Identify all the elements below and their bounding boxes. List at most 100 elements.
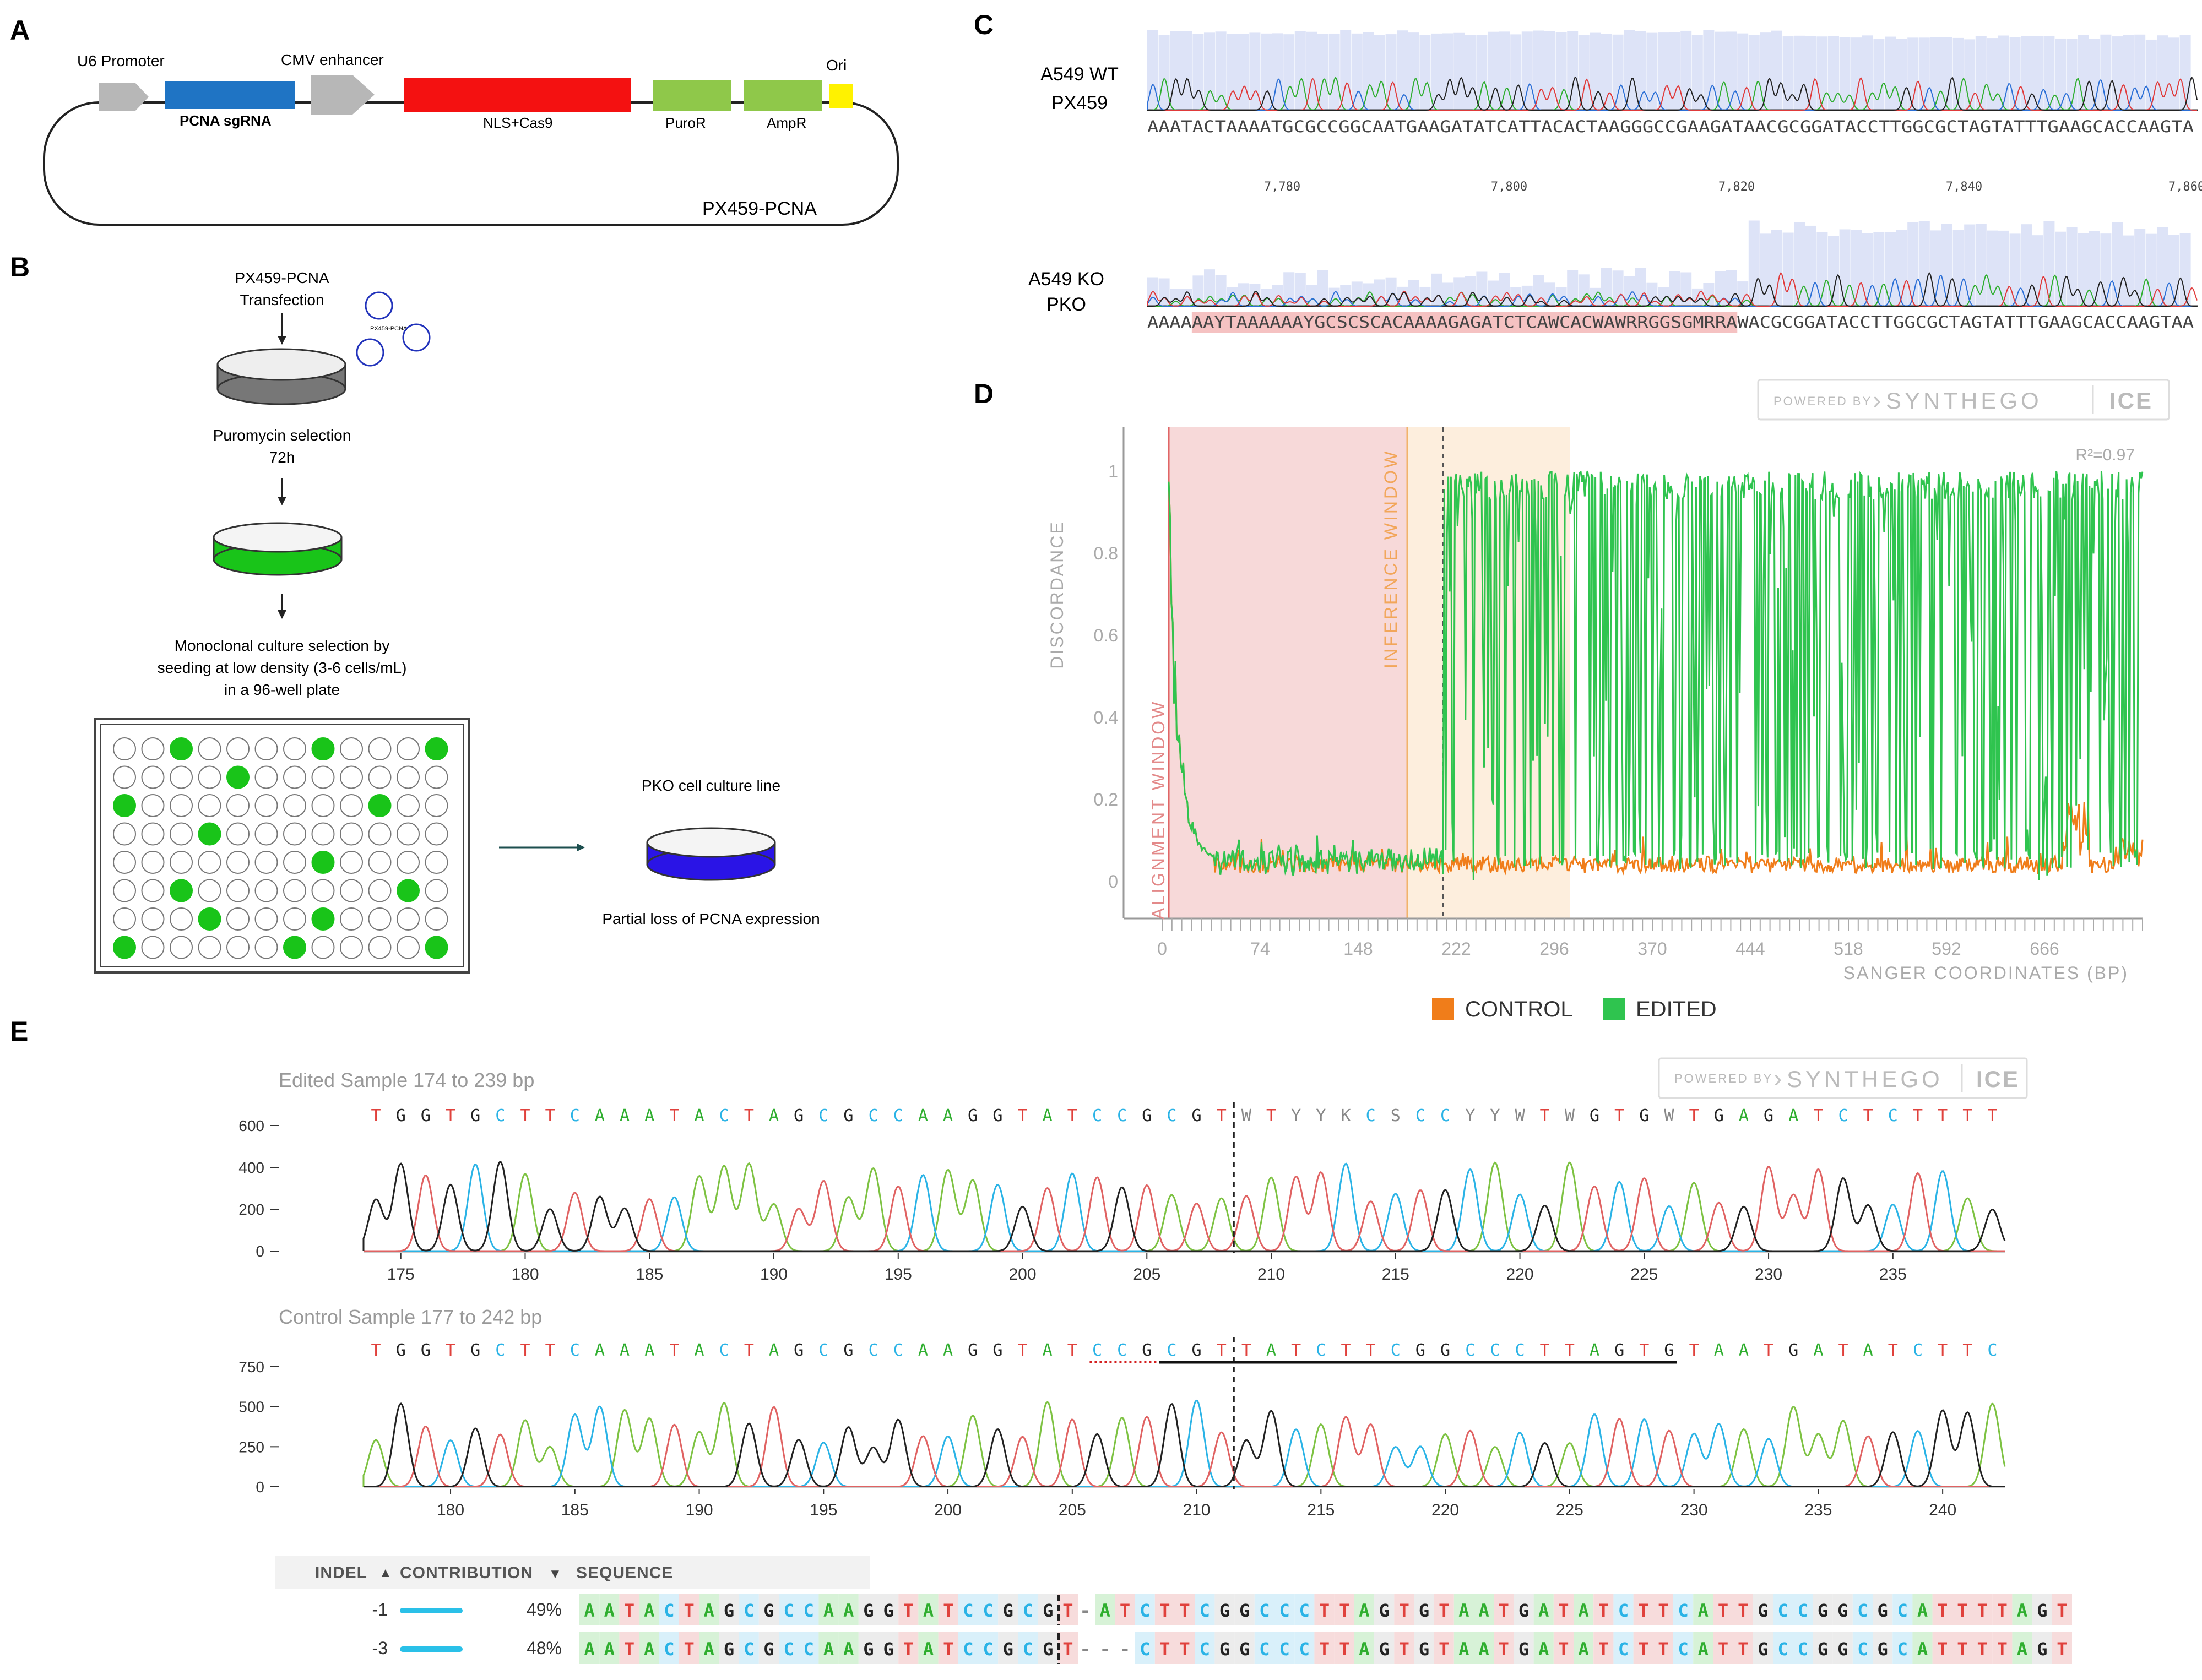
sort-asc-icon[interactable]: ▲: [379, 1565, 392, 1580]
base-call: T: [1067, 1106, 1077, 1126]
base-cell: [1533, 1632, 1554, 1664]
quality-bar: [1227, 287, 1238, 306]
base-letter: G: [1758, 1600, 1768, 1621]
base-cell: [898, 1594, 919, 1625]
puromycin-line-1: Puromycin selection: [213, 427, 351, 444]
quality-bar: [1261, 33, 1272, 110]
contribution-header[interactable]: CONTRIBUTION: [400, 1564, 533, 1582]
base-letter: T: [1718, 1600, 1728, 1621]
base-cell: [878, 1632, 899, 1664]
sequence-header[interactable]: SEQUENCE: [576, 1564, 673, 1582]
base-call: G: [1142, 1341, 1152, 1360]
quality-bar: [1351, 33, 1363, 110]
well-empty: [397, 907, 420, 931]
base-letter: T: [2057, 1639, 2067, 1660]
base-letter: C: [963, 1600, 973, 1621]
quality-bar: [2123, 35, 2134, 110]
base-call: W: [1565, 1106, 1575, 1126]
well-empty: [141, 737, 165, 760]
x-tick-label: 185: [636, 1265, 663, 1284]
legend-control: CONTROL: [1465, 997, 1573, 1021]
base-call: T: [1614, 1106, 1624, 1126]
base-cell: [818, 1594, 839, 1625]
well-empty: [368, 851, 392, 874]
base-call: T: [545, 1341, 555, 1360]
base-cell: [799, 1594, 819, 1625]
quality-bar: [1204, 32, 1215, 110]
x-tick-label: 175: [387, 1265, 415, 1284]
base-call: G: [421, 1341, 431, 1360]
base-call: T: [1341, 1341, 1351, 1360]
base-letter: A: [2017, 1600, 2027, 1621]
quality-bar: [1215, 275, 1227, 306]
base-call: T: [1565, 1341, 1575, 1360]
base-call: T: [1962, 1341, 1972, 1360]
base-cell: [1873, 1594, 1893, 1625]
base-call: T: [1987, 1106, 1997, 1126]
base-cell: [1294, 1594, 1315, 1625]
base-cell: [818, 1632, 839, 1664]
ampr-label: AmpR: [767, 115, 806, 131]
quality-bar: [2168, 234, 2179, 306]
base-call: T: [1838, 1341, 1848, 1360]
contribution-bar: [400, 1608, 463, 1613]
x-tick-label: 195: [810, 1501, 837, 1519]
base-cell: [1334, 1594, 1354, 1625]
sort-desc-icon[interactable]: ▼: [549, 1567, 562, 1581]
legend-control-swatch: [1432, 998, 1454, 1020]
base-call: T: [520, 1341, 530, 1360]
mono-line-1: Monoclonal culture selection by: [175, 637, 390, 654]
base-cell: [938, 1632, 958, 1664]
quality-bar: [1317, 270, 1328, 306]
quality-bar: [1340, 285, 1352, 306]
well-filled: [113, 936, 136, 959]
well-empty: [198, 936, 221, 959]
x-tick-label: 370: [1637, 939, 1667, 959]
base-cell: [1932, 1632, 1952, 1664]
indel-header[interactable]: INDEL: [315, 1564, 367, 1582]
base-letter: T: [1499, 1600, 1509, 1621]
base-cell: [1832, 1632, 1853, 1664]
quality-bar: [1805, 36, 1816, 111]
puromycin-line-2: 72h: [269, 449, 295, 466]
base-cell: [1613, 1594, 1634, 1625]
quality-bar: [1896, 39, 1907, 110]
quality-bar: [1215, 31, 1227, 110]
x-tick-label: 148: [1343, 939, 1373, 959]
base-call: A: [769, 1106, 779, 1126]
quality-bar: [1794, 222, 1805, 306]
base-call: A: [1739, 1341, 1749, 1360]
base-letter: T: [1499, 1639, 1509, 1660]
base-call: C: [495, 1341, 505, 1360]
base-cell: [1713, 1632, 1733, 1664]
quality-bar: [2043, 221, 2055, 306]
chevron-icon: ›: [1873, 385, 1881, 414]
base-cell: [679, 1632, 699, 1664]
well-filled: [198, 822, 221, 846]
quality-bar: [1533, 30, 1544, 111]
base-cell: [1434, 1594, 1454, 1625]
base-call: A: [595, 1106, 605, 1126]
well-empty: [254, 879, 278, 902]
base-letter: A: [704, 1639, 714, 1660]
base-cell: [758, 1632, 779, 1664]
base-cell: [1992, 1594, 2013, 1625]
brand-e: SYNTHEGO: [1787, 1066, 1943, 1092]
well-empty: [141, 794, 165, 817]
base-letter: T: [1399, 1639, 1409, 1660]
x-tick-label: 296: [1539, 939, 1569, 959]
base-letter: C: [744, 1639, 754, 1660]
base-cell: [1394, 1594, 1414, 1625]
x-tick-label: 0: [1157, 939, 1167, 959]
well-filled: [368, 794, 392, 817]
base-cell: [1574, 1594, 1594, 1625]
pko-caption: Partial loss of PCNA expression: [602, 910, 820, 927]
quality-bar: [1624, 30, 1635, 110]
base-cell: [579, 1594, 600, 1625]
base-cell: [918, 1594, 939, 1625]
base-letter: A: [584, 1600, 594, 1621]
well-empty: [254, 794, 278, 817]
x-tick-label: 230: [1755, 1265, 1782, 1284]
well-empty: [368, 907, 392, 931]
well-filled: [311, 737, 335, 760]
